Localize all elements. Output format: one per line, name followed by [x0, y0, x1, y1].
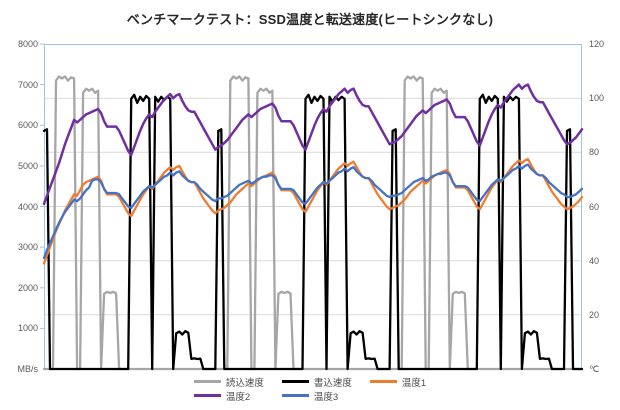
left-axis-tick-label: 1000 — [17, 323, 38, 334]
temp3-line — [42, 163, 584, 260]
right-axis-tick-label: 60 — [589, 201, 600, 212]
chart-title: ベンチマークテスト：SSD温度と転送速度(ヒートシンクなし) — [126, 12, 494, 27]
legend-label-read-speed: 読込速度 — [225, 377, 264, 389]
plot-area — [40, 43, 584, 371]
left-axis-tick-label: 8000 — [17, 39, 38, 49]
right-axis-unit-label: ℃ — [589, 364, 600, 374]
legend-swatch-temp2 — [193, 394, 221, 397]
left-axis-unit-label: MB/s — [17, 364, 38, 374]
write-speed-line — [42, 93, 584, 371]
left-axis-tick-label: 2000 — [17, 282, 38, 293]
legend-swatch-write-speed — [281, 380, 309, 383]
legend-item-temp3: 温度3 — [281, 389, 352, 403]
left-axis-tick-label: 3000 — [17, 242, 38, 253]
temp2-line — [42, 83, 584, 206]
legend-label-temp1: 温度1 — [401, 377, 427, 389]
legend-item-temp1: 温度1 — [369, 375, 427, 389]
left-axis-tick-label: 4000 — [17, 201, 38, 212]
left-axis-tick-label: 6000 — [17, 120, 38, 131]
right-axis-tick-label: 100 — [589, 93, 605, 104]
legend-label-temp3: 温度3 — [313, 391, 339, 403]
legend-swatch-temp1 — [369, 380, 397, 383]
legend-label-temp2: 温度2 — [225, 391, 251, 403]
temp1-line — [42, 157, 584, 265]
left-axis-tick-label: 7000 — [17, 79, 38, 90]
right-axis-tick-label: 20 — [589, 309, 600, 320]
read-speed-line — [42, 75, 584, 371]
legend-item-write-speed: 書込速度 — [281, 375, 352, 389]
legend-swatch-temp3 — [281, 394, 309, 397]
legend-label-write-speed: 書込速度 — [313, 377, 352, 389]
right-axis-tick-label: 80 — [589, 147, 600, 158]
legend-item-read-speed: 読込速度 — [193, 375, 264, 389]
legend-swatch-read-speed — [193, 380, 221, 383]
chart-legend: 読込速度 書込速度 温度1 温度2 温度3 — [0, 375, 620, 403]
right-axis-tick-label: 120 — [589, 39, 605, 49]
legend-item-temp2: 温度2 — [193, 389, 264, 403]
right-axis-tick-label: 40 — [589, 255, 600, 266]
plot-svg — [40, 43, 584, 371]
left-axis-tick-label: 5000 — [17, 160, 38, 171]
